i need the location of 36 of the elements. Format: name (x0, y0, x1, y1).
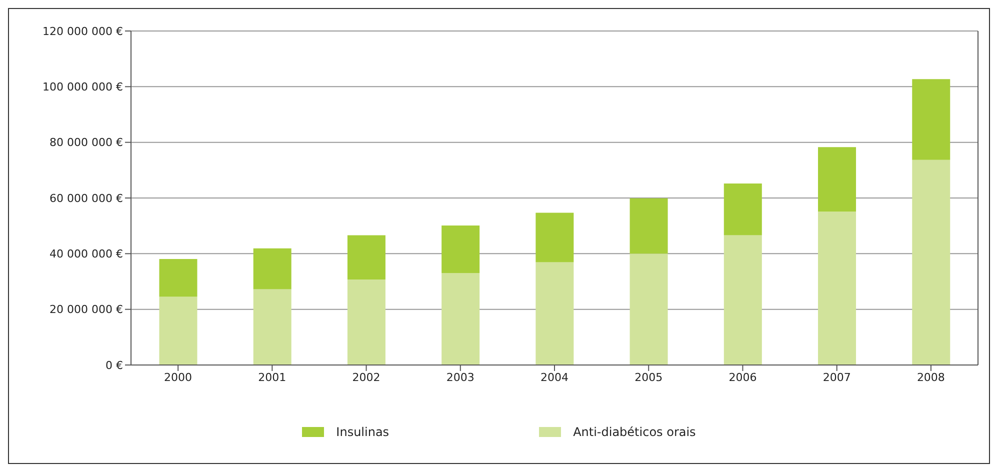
y-tick-label: 100 000 000 € (42, 80, 123, 94)
y-tick-label: 20 000 000 € (50, 303, 123, 316)
x-tick-label: 2005 (634, 370, 663, 384)
y-tick-label: 60 000 000 € (50, 192, 123, 205)
legend-label: Insulinas (335, 425, 390, 439)
bar (347, 235, 386, 280)
bar (912, 160, 950, 365)
x-tick-label: 2006 (728, 370, 757, 384)
bar (818, 147, 856, 212)
bar (442, 273, 480, 365)
bar (253, 289, 292, 365)
legend-label: Anti-diabéticos orais (572, 425, 696, 439)
bar (630, 254, 668, 365)
x-tick-label: 2000 (164, 370, 192, 384)
y-tick-label: 40 000 000 € (50, 248, 123, 261)
bar (630, 198, 668, 254)
bar (253, 248, 292, 290)
bar (159, 258, 198, 297)
bar (912, 79, 950, 160)
x-tick-label: 2008 (916, 370, 945, 384)
bar (724, 235, 762, 365)
x-tick-label: 2003 (446, 370, 474, 384)
x-tick-label: 2001 (258, 370, 286, 384)
bar (442, 226, 480, 274)
y-tick-label: 0 € (106, 358, 123, 372)
x-tick-label: 2007 (822, 370, 851, 384)
bar (536, 262, 574, 365)
y-tick-label: 80 000 000 € (50, 136, 123, 150)
bar (347, 280, 386, 365)
bar (159, 296, 198, 365)
bar (536, 212, 574, 262)
x-tick-label: 2004 (540, 370, 568, 384)
bar (724, 184, 762, 236)
x-tick-label: 2002 (352, 370, 380, 384)
bar (818, 212, 856, 365)
y-tick-label: 120 000 000 € (42, 24, 123, 38)
